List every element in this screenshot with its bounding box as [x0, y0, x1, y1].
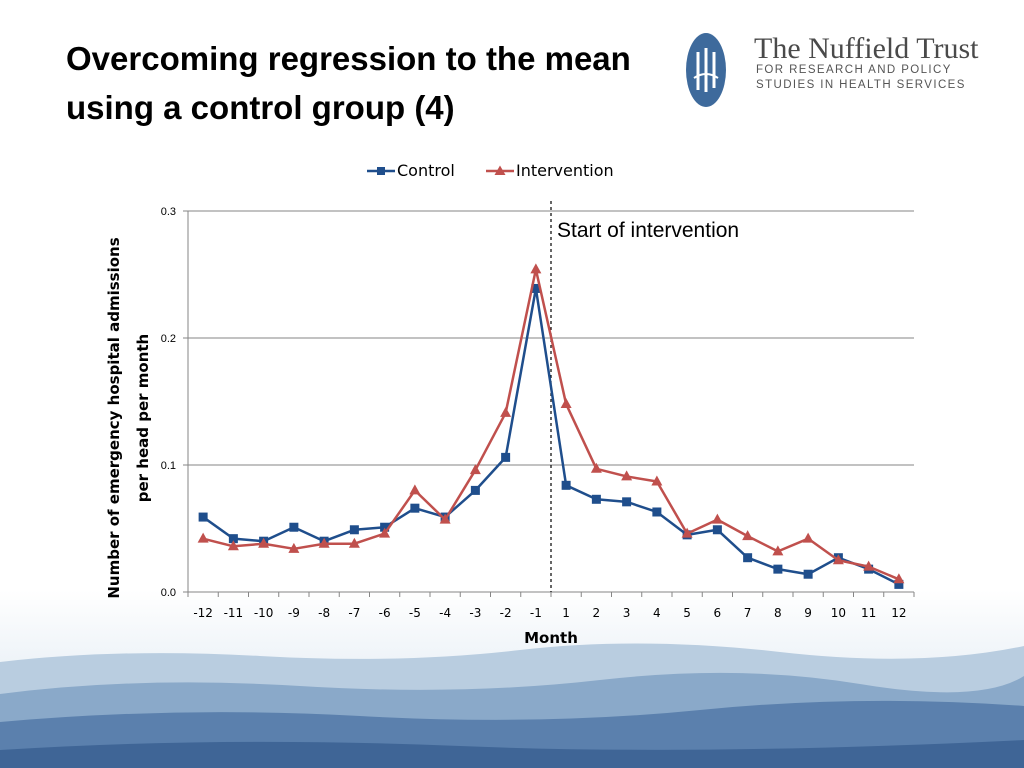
y-tick-label: 0.1 — [161, 460, 176, 472]
x-tick-label: -6 — [379, 606, 391, 620]
nuffield-emblem-icon — [686, 33, 726, 107]
x-tick-label: 8 — [774, 606, 782, 620]
control-line — [202, 287, 900, 586]
control-point — [803, 569, 813, 579]
x-tick-label: 9 — [804, 606, 812, 620]
intervention-point — [409, 484, 421, 495]
slide-title-line1: Overcoming regression to the mean — [66, 40, 631, 77]
y-tick-label: 0.2 — [161, 333, 176, 345]
intervention-point — [681, 527, 693, 538]
intervention-point — [893, 573, 905, 584]
legend-intervention-marker — [494, 165, 506, 175]
svg-text:per head per month: per head per month — [134, 334, 152, 502]
intervention-line — [202, 268, 900, 581]
control-point — [198, 512, 208, 522]
intervention-point — [621, 470, 633, 481]
intervention-point — [651, 475, 663, 486]
intervention-point — [772, 545, 784, 556]
intervention-point — [711, 513, 723, 524]
x-tick-label: 3 — [623, 606, 631, 620]
x-tick-label: -7 — [348, 606, 360, 620]
control-point — [591, 494, 601, 504]
intervention-point — [802, 532, 814, 543]
x-tick-label: -12 — [193, 606, 213, 620]
control-point — [228, 534, 238, 544]
intervention-point — [832, 554, 844, 565]
y-tick-label: 0.0 — [161, 587, 176, 599]
control-point — [743, 553, 753, 563]
intervention-point — [500, 406, 512, 417]
x-tick-label: -8 — [318, 606, 330, 620]
intervention-point — [227, 540, 239, 551]
x-tick-label: -1 — [530, 606, 542, 620]
foreground-hills — [0, 740, 1024, 768]
control-point — [501, 452, 511, 462]
x-tick-label: 4 — [653, 606, 661, 620]
y-axis-title: Number of emergency hospital admissions … — [105, 237, 152, 598]
control-point — [652, 507, 662, 517]
control-point — [622, 497, 632, 507]
nuffield-trust-logo: The Nuffield Trust FOR RESEARCH AND POLI… — [668, 22, 994, 118]
intervention-point — [560, 398, 572, 409]
intervention-point — [379, 527, 391, 538]
legend-control-marker — [377, 167, 385, 175]
landscape-background — [0, 590, 1024, 768]
series-intervention — [197, 263, 905, 584]
x-tick-label: 1 — [562, 606, 570, 620]
y-tick-label: 0.3 — [161, 206, 176, 218]
intervention-point — [318, 537, 330, 548]
control-point — [470, 485, 480, 495]
intervention-point — [469, 464, 481, 475]
x-tick-label: -2 — [500, 606, 512, 620]
y-axis-ticks: 0.0 0.1 0.2 0.3 — [161, 206, 188, 599]
control-point — [561, 480, 571, 490]
start-of-intervention-label: Start of intervention — [557, 219, 739, 242]
x-tick-label: 10 — [831, 606, 846, 620]
intervention-point — [742, 530, 754, 541]
legend: Control Intervention — [367, 161, 614, 180]
slide-title: Overcoming regression to the mean using … — [66, 34, 766, 132]
intervention-point — [590, 462, 602, 473]
intervention-point — [863, 560, 875, 571]
x-axis-title: Month — [524, 629, 578, 647]
x-tick-label: -3 — [469, 606, 481, 620]
logo-tagline-line1: FOR RESEARCH AND POLICY — [756, 64, 952, 76]
control-point — [712, 525, 722, 535]
control-point — [410, 503, 420, 513]
legend-intervention-label: Intervention — [516, 161, 614, 180]
x-tick-label: -9 — [288, 606, 300, 620]
x-axis-ticks: -12 -11 -10 -9 -8 -7 -6 -5 -4 -3 -2 -1 1 2 3 4 5 6 7 8 9 10 11… — [187, 592, 915, 620]
control-point — [773, 564, 783, 574]
logo-name: The Nuffield Trust — [754, 32, 979, 65]
intervention-point — [439, 513, 451, 524]
control-point — [894, 579, 904, 589]
x-tick-label: -4 — [439, 606, 451, 620]
svg-text:Number of emergency hospital a: Number of emergency hospital admissions — [105, 237, 123, 598]
x-tick-label: 5 — [683, 606, 691, 620]
slide-title-line2: using a control group (4) — [66, 89, 455, 126]
intervention-point — [530, 263, 542, 274]
control-point — [531, 283, 541, 293]
legend-control-label: Control — [397, 161, 455, 180]
line-chart: Control Intervention 0.00.10.20.3 -12 -11… — [105, 161, 915, 647]
x-tick-label: -10 — [254, 606, 274, 620]
control-point — [289, 522, 299, 532]
logo-tagline-line2: STUDIES IN HEALTH SERVICES — [756, 79, 966, 91]
intervention-point — [288, 542, 300, 553]
x-tick-label: 6 — [714, 606, 722, 620]
intervention-point — [197, 532, 209, 543]
series-layer — [197, 263, 905, 589]
x-tick-label: -11 — [224, 606, 244, 620]
x-tick-label: 12 — [891, 606, 906, 620]
control-point — [380, 522, 390, 532]
x-tick-label: -5 — [409, 606, 421, 620]
x-tick-label: 11 — [861, 606, 876, 620]
x-tick-label: 2 — [593, 606, 601, 620]
control-point — [349, 525, 359, 535]
intervention-point — [348, 537, 360, 548]
x-tick-label: 7 — [744, 606, 752, 620]
intervention-point — [258, 537, 270, 548]
